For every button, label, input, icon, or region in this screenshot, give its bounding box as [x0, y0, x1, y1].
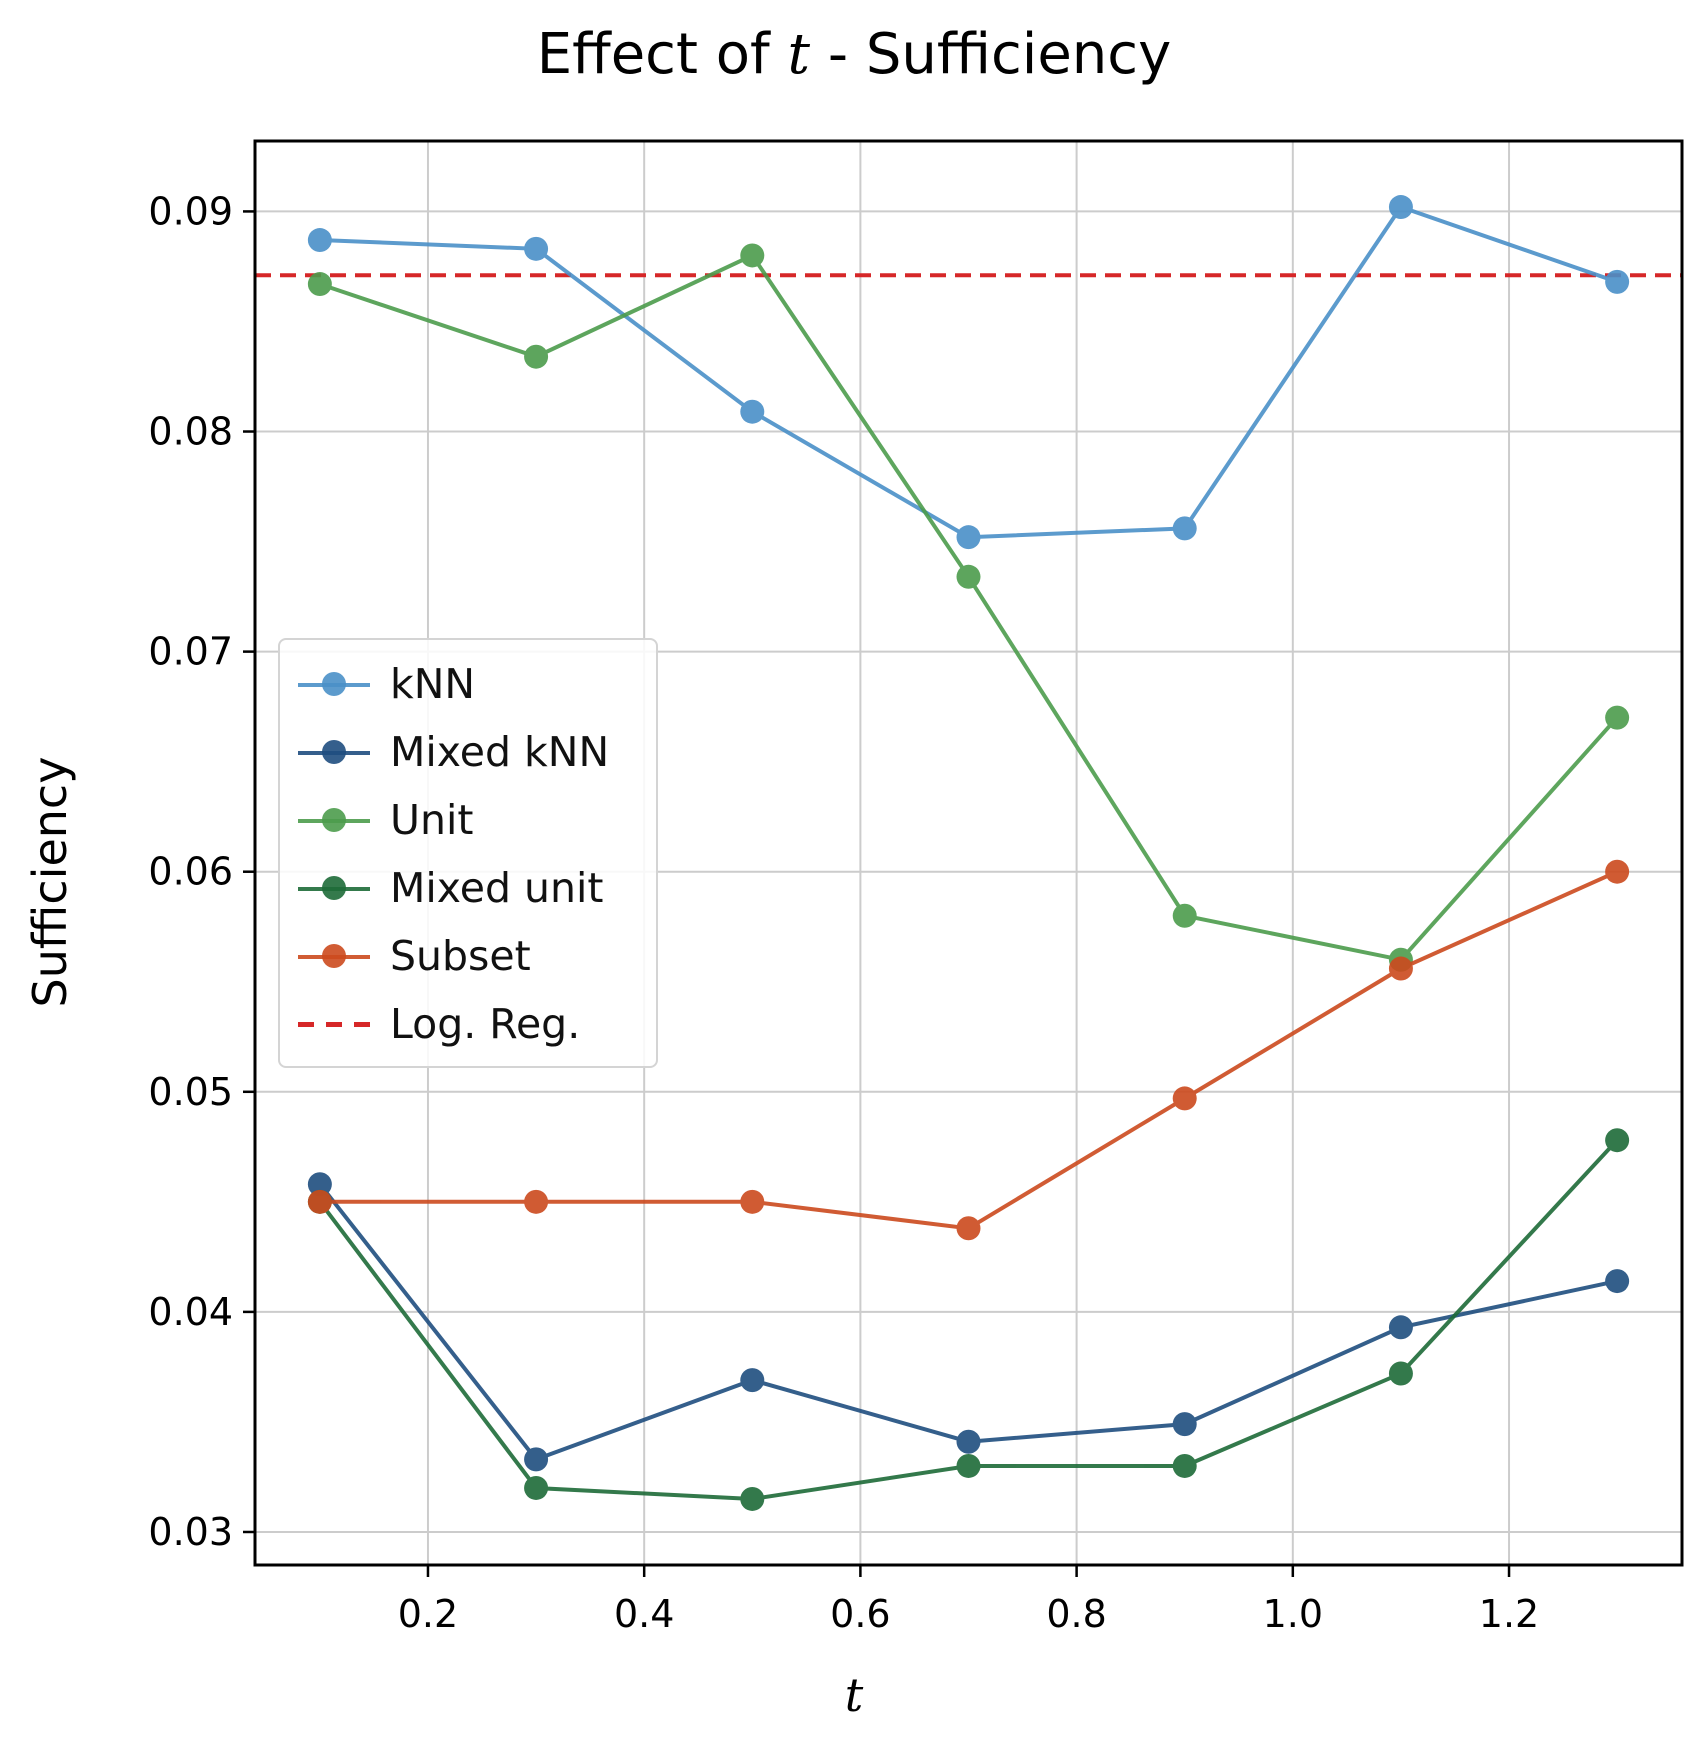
y-tick-label: 0.05 [148, 1070, 233, 1114]
series-subset [307, 859, 1630, 1241]
data-point-mixed-knn [956, 1429, 981, 1454]
series-mixed-unit [307, 1128, 1630, 1511]
title-suffix: - Sufficiency [810, 22, 1172, 87]
data-point-knn [1388, 195, 1413, 220]
series-group [307, 195, 1630, 1511]
legend-marker-icon [298, 876, 370, 900]
data-point-unit [307, 272, 332, 297]
y-axis-label: Sufficiency [23, 756, 77, 1008]
legend-item-subset: Subset [298, 931, 531, 981]
data-point-mixed-unit [740, 1486, 765, 1511]
data-point-knn [524, 236, 549, 261]
data-point-unit [956, 564, 981, 589]
x-axis-ticks: 0.2 0.4 0.6 0.8 1.0 1.2 [398, 1565, 1539, 1636]
data-point-knn [307, 228, 332, 253]
legend-label: Subset [390, 932, 531, 980]
data-point-subset [307, 1189, 332, 1214]
legend-marker-icon [298, 740, 370, 764]
data-point-knn [1605, 269, 1630, 294]
data-point-subset [1172, 1086, 1197, 1111]
data-point-mixed-unit [524, 1475, 549, 1500]
plot-frame [253, 139, 1684, 1567]
data-point-knn [1172, 516, 1197, 541]
data-point-unit [740, 243, 765, 268]
data-point-mixed-knn [1605, 1269, 1630, 1294]
y-tick-label: 0.07 [148, 630, 233, 674]
legend-label: Mixed unit [390, 864, 604, 912]
x-axis-label: t [844, 1668, 864, 1722]
title-prefix: Effect of [536, 22, 788, 87]
x-tick-label: 0.4 [614, 1592, 674, 1636]
data-point-mixed-knn [1172, 1412, 1197, 1437]
y-tick-label: 0.09 [148, 189, 233, 233]
legend-marker-icon [298, 672, 370, 696]
x-tick-label: 0.6 [830, 1592, 890, 1636]
legend-label: kNN [390, 660, 476, 708]
legend-item-unit: Unit [298, 795, 473, 845]
legend-marker-icon [298, 808, 370, 832]
legend-marker-icon [298, 944, 370, 968]
data-point-subset [740, 1189, 765, 1214]
data-point-mixed-knn [524, 1447, 549, 1472]
data-point-mixed-knn [1388, 1315, 1413, 1340]
data-point-mixed-knn [740, 1368, 765, 1393]
title-variable: t [787, 22, 811, 87]
x-tick-label: 0.8 [1046, 1592, 1106, 1636]
data-point-unit [1172, 903, 1197, 928]
y-tick-label: 0.08 [148, 410, 233, 454]
legend-label: Log. Reg. [390, 1000, 581, 1048]
data-point-knn [740, 399, 765, 424]
x-tick-label: 1.0 [1263, 1592, 1323, 1636]
series-mixed-knn [307, 1172, 1630, 1472]
data-point-subset [1388, 956, 1413, 981]
y-tick-label: 0.04 [148, 1290, 233, 1334]
data-point-subset [956, 1216, 981, 1241]
y-tick-label: 0.03 [148, 1510, 233, 1554]
chart-title: Effect of t - Sufficiency [0, 22, 1708, 87]
data-point-knn [956, 525, 981, 550]
legend-item-log-reg: Log. Reg. [298, 999, 580, 1049]
y-tick-label: 0.06 [148, 850, 233, 894]
data-point-mixed-unit [956, 1453, 981, 1478]
data-point-unit [1605, 705, 1630, 730]
legend-label: Unit [390, 796, 474, 844]
legend-item-mixed-knn: Mixed kNN [298, 727, 609, 777]
legend-item-knn: kNN [298, 659, 475, 709]
legend-marker-icon [298, 1012, 370, 1036]
legend-item-mixed-unit: Mixed unit [298, 863, 604, 913]
data-point-mixed-unit [1172, 1453, 1197, 1478]
data-point-mixed-unit [1605, 1128, 1630, 1153]
data-point-mixed-unit [1388, 1361, 1413, 1386]
series-line-knn [319, 204, 1618, 540]
data-point-subset [1605, 859, 1630, 884]
y-axis-ticks: 0.03 0.04 0.05 0.06 0.07 0.08 0.09 [148, 189, 255, 1554]
data-point-unit [524, 344, 549, 369]
x-tick-label: 0.2 [398, 1592, 458, 1636]
data-point-mixed-knn [307, 1172, 332, 1197]
series-knn [307, 195, 1630, 550]
legend: kNN Mixed kNN Unit Mixed unit Subset Log. Reg… [278, 638, 658, 1068]
x-tick-label: 1.2 [1479, 1592, 1539, 1636]
legend-label: Mixed kNN [390, 728, 610, 776]
data-point-subset [524, 1189, 549, 1214]
